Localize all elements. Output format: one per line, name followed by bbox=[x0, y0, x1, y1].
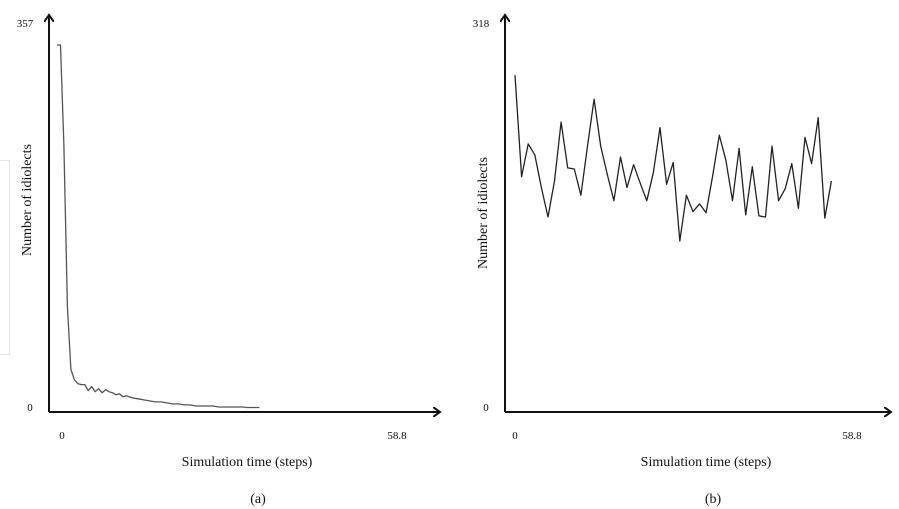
series-line bbox=[514, 75, 833, 242]
y-tick-min: 0 bbox=[483, 402, 489, 414]
y-axis-title: Number of idiolects bbox=[20, 144, 35, 256]
x-axis-title: Simulation time (steps) bbox=[182, 455, 313, 470]
y-axis-title: Number of idiolects bbox=[476, 157, 491, 269]
x-tick-min: 0 bbox=[512, 430, 518, 442]
panel-caption: (a) bbox=[250, 492, 266, 507]
x-tick-max: 58.8 bbox=[387, 430, 407, 442]
panel-caption: (b) bbox=[705, 492, 722, 507]
y-tick-max: 318 bbox=[473, 18, 490, 30]
y-tick-min: 0 bbox=[27, 402, 33, 414]
chart-panel-b: 318 0 0 58.8 Number of idiolects Simulat… bbox=[473, 16, 890, 507]
x-tick-max: 58.8 bbox=[842, 430, 862, 442]
y-tick-max: 357 bbox=[17, 18, 34, 30]
page-edge-mark bbox=[0, 160, 10, 355]
x-tick-min: 0 bbox=[59, 430, 65, 442]
chart-panel-a: 357 0 0 58.8 Number of idiolects Simulat… bbox=[17, 16, 439, 507]
series-line bbox=[57, 44, 260, 409]
x-axis-title: Simulation time (steps) bbox=[641, 455, 772, 470]
